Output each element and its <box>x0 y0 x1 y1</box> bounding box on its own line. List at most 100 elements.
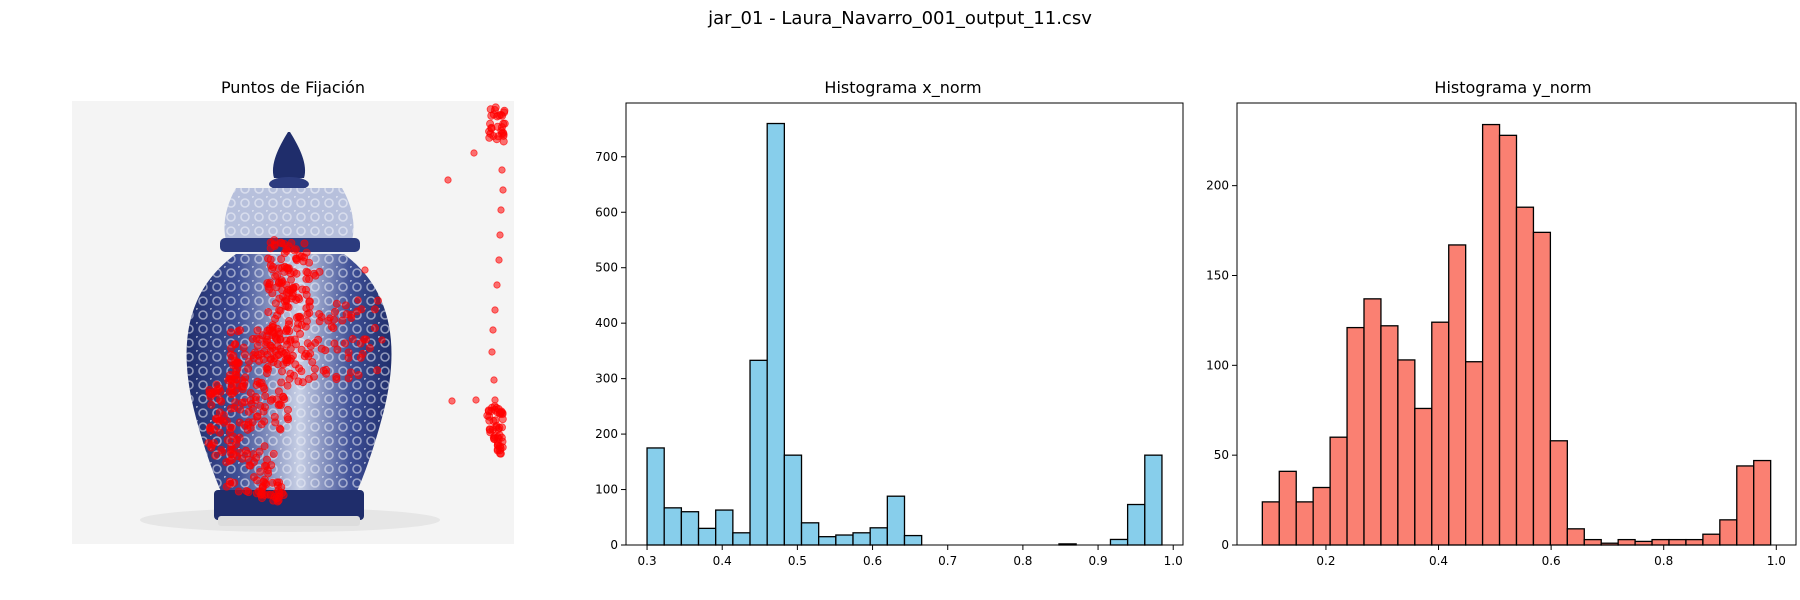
hist-bar <box>1651 538 1670 546</box>
fixation-point <box>491 396 499 404</box>
fixation-point <box>266 261 275 270</box>
fixation-point <box>217 397 226 406</box>
fixation-point <box>240 350 249 359</box>
y-tick-label: 400 <box>595 316 618 330</box>
x-tick-label: 0.8 <box>1013 554 1032 568</box>
fixation-point <box>207 441 216 450</box>
y-tick-label: 700 <box>595 150 618 164</box>
fixation-point <box>290 246 299 255</box>
fixation-point <box>244 455 253 464</box>
fixation-point <box>341 301 350 310</box>
fixation-point <box>278 367 287 376</box>
fixation-point <box>239 343 248 352</box>
fixation-point <box>234 487 243 496</box>
x-tick-label: 0.8 <box>1654 554 1673 568</box>
fixation-point <box>244 357 253 366</box>
fixation-point <box>309 269 318 278</box>
fixation-point <box>299 257 308 266</box>
fixation-point <box>243 425 252 434</box>
hist-bar <box>1414 407 1433 546</box>
fixation-point <box>224 376 233 385</box>
fixation-point <box>448 397 456 405</box>
fixation-point <box>330 307 339 316</box>
figure-title: jar_01 - Laura_Navarro_001_output_11.csv <box>708 8 1092 29</box>
jar-photo <box>72 101 514 544</box>
hist-bar <box>1736 465 1755 546</box>
hist-bar <box>1397 359 1416 546</box>
fixation-point <box>246 396 255 405</box>
fixation-point <box>222 482 231 491</box>
fixation-point <box>348 335 357 344</box>
hist-bar <box>1668 538 1687 546</box>
fixation-point <box>225 456 234 465</box>
fixation-point <box>271 299 280 308</box>
fixation-point <box>262 462 271 471</box>
x-tick-label: 1.0 <box>1767 554 1786 568</box>
fixation-point <box>470 149 478 157</box>
fixation-point <box>341 339 350 348</box>
fixation-point <box>229 388 238 397</box>
fixation-point <box>304 375 313 384</box>
fixation-point <box>305 297 314 306</box>
fixation-point <box>297 367 306 376</box>
x-tick-label: 0.6 <box>1542 554 1561 568</box>
y-tick-label: 300 <box>595 372 618 386</box>
fixation-point <box>235 418 244 427</box>
hist-bar <box>1515 206 1535 546</box>
fixation-point <box>207 400 216 409</box>
fixation-point <box>249 405 258 414</box>
x-tick-label: 0.9 <box>1089 554 1108 568</box>
fixation-point <box>495 111 504 120</box>
fixation-point <box>278 488 287 497</box>
fixation-point <box>306 349 315 358</box>
hist-bar <box>835 534 854 546</box>
fixation-point <box>210 387 219 396</box>
fixation-point <box>493 445 502 454</box>
hist-bar <box>1634 540 1653 546</box>
y-tick-label: 100 <box>595 483 618 497</box>
x-tick-label: 1.0 <box>1164 554 1183 568</box>
fixation-point <box>278 292 287 301</box>
fixation-point <box>264 308 273 317</box>
fixation-point <box>252 380 261 389</box>
hist-bar <box>1363 298 1382 546</box>
hist-bar <box>903 534 923 546</box>
fixation-point <box>252 453 261 462</box>
fixation-panel <box>72 101 514 544</box>
fixation-point <box>268 327 277 336</box>
fixation-point <box>490 376 498 384</box>
fixation-point <box>354 371 363 380</box>
fixation-point <box>269 449 278 458</box>
hist-bar <box>1295 501 1314 546</box>
fixation-point <box>357 305 366 314</box>
x-tick-label: 0.6 <box>863 554 882 568</box>
fixation-point <box>227 441 236 450</box>
fixation-point <box>495 256 503 264</box>
fixation-point <box>248 335 257 344</box>
fixation-point <box>274 401 283 410</box>
fixation-point <box>249 350 258 359</box>
fixation-point <box>493 281 501 289</box>
fixation-point <box>346 368 355 377</box>
fixation-point <box>499 186 507 194</box>
y-tick-label: 0 <box>610 538 618 552</box>
fixation-point <box>232 381 241 390</box>
fixation-point <box>223 436 232 445</box>
fixation-point <box>491 416 500 425</box>
fixation-point <box>493 433 502 442</box>
hist-bar <box>1702 533 1721 546</box>
fixation-point <box>244 364 253 373</box>
fixation-point <box>285 317 294 326</box>
fixation-point <box>294 377 303 386</box>
hist-bar <box>818 536 837 546</box>
fixation-point <box>310 364 319 373</box>
fixation-point <box>281 348 290 357</box>
fixation-point <box>230 404 239 413</box>
hist-bar <box>1346 326 1365 546</box>
fixation-point <box>255 335 264 344</box>
fixation-point <box>280 267 289 276</box>
hist-bar <box>732 532 751 546</box>
fixation-point <box>330 339 339 348</box>
fixation-point <box>289 268 298 277</box>
